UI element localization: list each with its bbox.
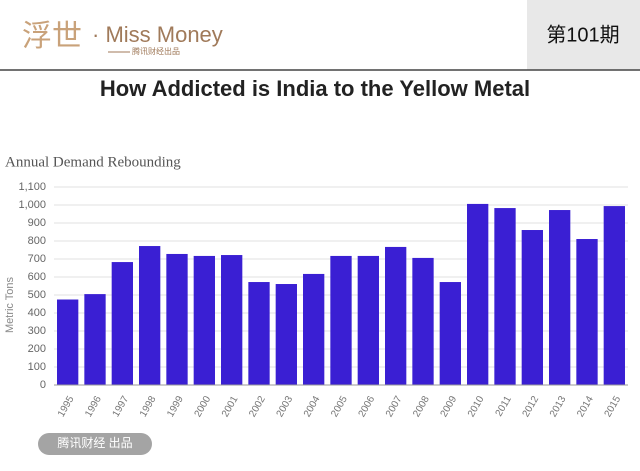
x-tick-label: 2006	[357, 394, 378, 419]
bar	[521, 230, 543, 385]
x-tick-label: 2013	[548, 394, 569, 419]
y-tick-label: 1,100	[18, 181, 46, 193]
y-tick-label: 0	[40, 379, 46, 391]
y-tick-label: 500	[28, 289, 46, 301]
x-tick-label: 2005	[329, 394, 350, 419]
x-tick-label: 2014	[575, 394, 596, 419]
x-tick-label: 2012	[521, 394, 542, 419]
y-tick-label: 200	[28, 343, 46, 355]
x-tick-label: 1998	[138, 394, 159, 419]
bar	[303, 273, 325, 385]
bar	[412, 257, 434, 385]
bar	[439, 282, 461, 385]
x-tick-label: 1999	[165, 394, 186, 419]
chart-subtitle: Annual Demand Rebounding	[5, 154, 181, 170]
x-tick-label: 2002	[247, 394, 268, 419]
y-axis-label: Metric Tons	[4, 276, 16, 333]
issue-box	[527, 0, 640, 70]
y-tick-label: 300	[28, 325, 46, 337]
x-tick-label: 1995	[56, 394, 77, 419]
bar	[275, 284, 297, 385]
x-tick-label: 2007	[384, 394, 405, 419]
x-tick-label: 2008	[411, 394, 432, 419]
bar	[603, 206, 625, 385]
x-tick-label: 2001	[220, 394, 241, 419]
x-tick-label: 1997	[111, 394, 132, 419]
bar	[193, 255, 215, 385]
issue: 第101期	[546, 23, 619, 46]
plot: 0 100 200 300 400 500 600 700 800 900 1,000 1,100 19…	[18, 181, 628, 419]
x-tick-label: 1996	[83, 394, 104, 419]
x-tick-label: 2004	[302, 394, 323, 419]
tagline: 腾讯财经出品	[132, 46, 180, 56]
y-tick-label: 600	[28, 271, 46, 283]
x-tick-label: 2000	[193, 394, 214, 419]
bar	[357, 255, 379, 385]
bar	[111, 262, 133, 385]
bar	[330, 255, 352, 385]
bar	[57, 299, 79, 385]
credit-badge	[38, 433, 152, 455]
bar	[166, 253, 188, 385]
bar	[494, 208, 516, 385]
y-tick-label: 900	[28, 217, 46, 229]
bar	[221, 255, 243, 385]
bar	[549, 210, 571, 385]
bar	[84, 294, 106, 385]
y-tick-label: 800	[28, 235, 46, 247]
y-tick-label: 100	[28, 361, 46, 373]
x-tick-label: 2009	[439, 394, 460, 419]
bar	[385, 246, 407, 385]
logo: 浮世	[22, 20, 82, 53]
brand: · Miss Money	[92, 22, 223, 47]
footer-credit: 腾讯财经 出品	[57, 435, 132, 450]
bar	[576, 239, 598, 385]
y-tick-label: 400	[28, 307, 46, 319]
bar	[467, 203, 489, 385]
x-tick-label: 2003	[275, 394, 296, 419]
chart-title: How Addicted is India to the Yellow Meta…	[100, 76, 530, 101]
x-tick-label: 2010	[466, 394, 487, 419]
bar	[139, 246, 161, 385]
bar	[248, 282, 270, 385]
x-tick-label: 2011	[494, 394, 514, 419]
y-tick-label: 700	[28, 253, 46, 265]
y-tick-label: 1,000	[18, 199, 46, 211]
x-tick-label: 2015	[603, 394, 624, 419]
